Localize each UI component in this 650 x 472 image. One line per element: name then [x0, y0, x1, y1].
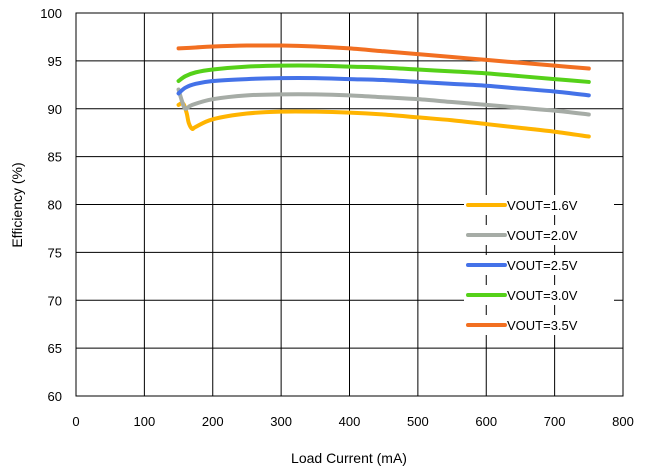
y-tick-label: 100 [40, 6, 62, 21]
legend-entry-background [464, 255, 614, 275]
y-tick-label: 85 [48, 150, 62, 165]
legend-entry-background [464, 225, 614, 245]
y-axis-title: Efficiency (%) [9, 162, 25, 247]
x-tick-labels: 0 100 200 300 400 500 600 700 800 [72, 414, 633, 429]
series-line-4 [176, 63, 591, 84]
x-tick-label: 500 [407, 414, 429, 429]
x-tick-label: 100 [134, 414, 156, 429]
legend-entry-background [464, 195, 614, 215]
y-tick-label: 70 [48, 293, 62, 308]
x-axis-title: Load Current (mA) [291, 450, 407, 466]
legend-label: VOUT=2.5V [507, 258, 578, 273]
legend: VOUT=1.6V VOUT=2.0V VOUT=2.5V VOUT=3.0V VOUT… [464, 195, 614, 335]
x-tick-label: 800 [612, 414, 634, 429]
series-line-2 [176, 87, 591, 117]
legend-entry-background [464, 285, 614, 305]
x-tick-label: 300 [270, 414, 292, 429]
x-tick-label: 400 [339, 414, 361, 429]
y-tick-label: 60 [48, 389, 62, 404]
y-tick-label: 80 [48, 198, 62, 213]
legend-label: VOUT=3.0V [507, 288, 578, 303]
series-line-5 [176, 43, 591, 71]
series-line-3 [176, 75, 591, 98]
legend-label: VOUT=1.6V [507, 198, 578, 213]
series-line-1 [176, 101, 591, 139]
legend-label: VOUT=3.5V [507, 318, 578, 333]
x-tick-label: 200 [202, 414, 224, 429]
x-tick-label: 700 [544, 414, 566, 429]
y-tick-label: 95 [48, 54, 62, 69]
y-tick-label: 65 [48, 341, 62, 356]
y-tick-label: 75 [48, 245, 62, 260]
x-tick-label: 0 [72, 414, 79, 429]
y-tick-labels: 60 65 70 75 80 85 90 95 100 [40, 6, 62, 404]
y-tick-label: 90 [48, 102, 62, 117]
legend-label: VOUT=2.0V [507, 228, 578, 243]
legend-entry-background [464, 315, 614, 335]
x-tick-label: 600 [475, 414, 497, 429]
plot-frame [75, 12, 624, 397]
series-lines [176, 43, 591, 139]
